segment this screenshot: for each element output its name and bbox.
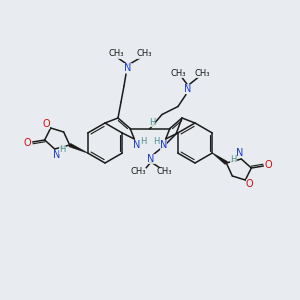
Text: CH₃: CH₃	[194, 69, 210, 78]
Text: O: O	[24, 138, 32, 148]
Text: CH₃: CH₃	[156, 167, 172, 176]
Text: H: H	[59, 145, 66, 154]
Text: N: N	[53, 150, 60, 160]
Text: N: N	[236, 148, 243, 158]
Text: O: O	[43, 119, 50, 129]
Text: O: O	[245, 179, 253, 189]
Polygon shape	[212, 153, 227, 165]
Polygon shape	[69, 143, 88, 153]
Text: N: N	[160, 140, 167, 150]
Text: N: N	[147, 154, 155, 164]
Text: H: H	[149, 118, 155, 127]
Text: H: H	[230, 154, 236, 164]
Text: CH₃: CH₃	[108, 50, 124, 58]
Text: H: H	[140, 136, 146, 146]
Text: H: H	[154, 136, 160, 146]
Text: N: N	[133, 140, 140, 150]
Text: CH₃: CH₃	[170, 69, 186, 78]
Text: N: N	[124, 63, 132, 73]
Text: CH₃: CH₃	[136, 50, 152, 58]
Text: N: N	[184, 83, 192, 94]
Text: CH₃: CH₃	[130, 167, 146, 176]
Text: O: O	[265, 160, 272, 170]
